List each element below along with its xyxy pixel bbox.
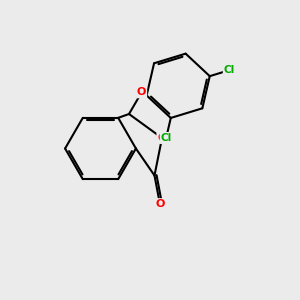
Text: O: O — [155, 199, 165, 209]
Text: Cl: Cl — [224, 65, 235, 75]
Text: Cl: Cl — [160, 133, 172, 143]
Text: O: O — [137, 87, 146, 98]
Text: O: O — [157, 133, 167, 143]
